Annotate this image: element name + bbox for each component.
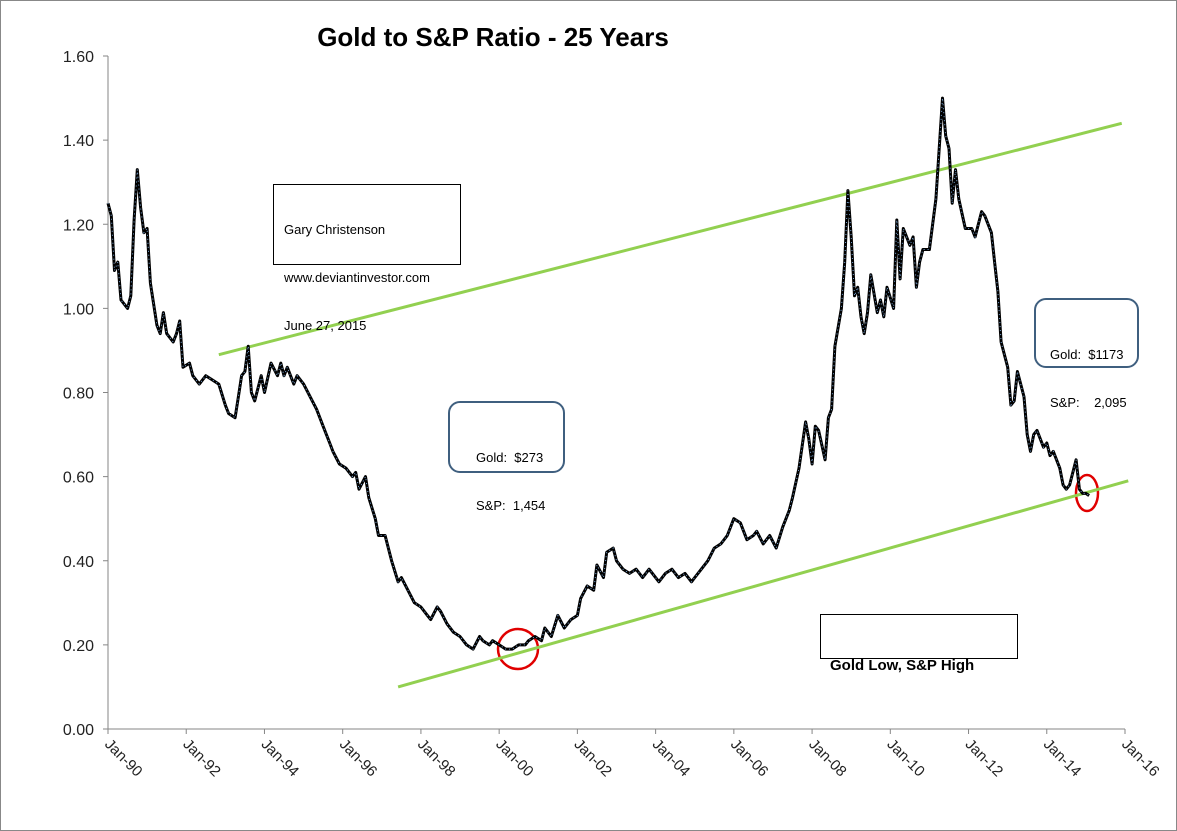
credit-line: Gary Christenson <box>284 222 386 237</box>
price-line: S&P: 2,095 <box>1050 395 1127 410</box>
y-tick-label: 0.20 <box>63 638 94 655</box>
y-tick-label: 0.40 <box>63 554 94 571</box>
price-box: Gold: $273 S&P: 1,454 <box>448 401 565 513</box>
y-tick-label: 0.60 <box>63 470 94 487</box>
y-tick-label: 1.60 <box>63 49 94 66</box>
y-tick-label: 1.40 <box>63 133 94 150</box>
y-tick-label: 1.20 <box>63 217 94 234</box>
highlight-circle <box>1074 473 1100 513</box>
price-box: Gold: $1173 S&P: 2,095 <box>1034 298 1139 410</box>
label-box: Gold Low, S&P High <box>820 614 1018 674</box>
credit-line: June 27, 2015 <box>284 318 367 333</box>
price-line: S&P: 1,454 <box>476 498 546 513</box>
trend-line <box>397 479 1129 689</box>
y-tick-label: 0.00 <box>63 722 94 739</box>
y-tick-label: 1.00 <box>63 301 94 318</box>
credit-box: Gary Christenson www.deviantinvestor.com… <box>273 184 461 333</box>
label-text: Gold Low, S&P High <box>830 657 975 674</box>
chart-title: Gold to S&P Ratio - 25 Years <box>317 22 669 52</box>
price-line: Gold: $273 <box>476 450 544 465</box>
data-line <box>106 96 1090 651</box>
price-line: Gold: $1173 <box>1050 347 1124 362</box>
trend-line <box>218 121 1123 357</box>
credit-line: www.deviantinvestor.com <box>284 270 430 285</box>
y-tick-label: 0.80 <box>63 386 94 403</box>
